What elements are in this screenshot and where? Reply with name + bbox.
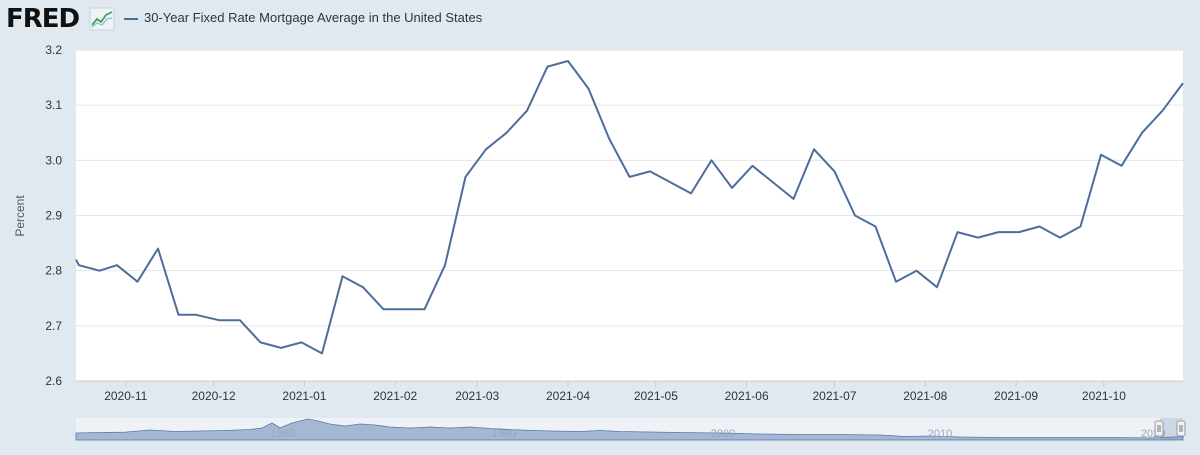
data-point[interactable] [361, 285, 366, 290]
data-point[interactable] [1181, 81, 1186, 86]
data-point[interactable] [894, 279, 899, 284]
data-point[interactable] [1160, 108, 1165, 113]
chart-header: FRED 30-Year Fixed Rate Mortgage Average… [0, 0, 1200, 40]
series-line[interactable] [75, 60, 1184, 355]
data-point[interactable] [914, 268, 919, 273]
data-point[interactable] [176, 312, 181, 317]
data-point[interactable] [689, 191, 694, 196]
data-point[interactable] [586, 86, 591, 91]
fred-logo[interactable]: FRED [6, 4, 80, 34]
data-point[interactable] [1017, 230, 1022, 235]
data-point[interactable] [730, 185, 735, 190]
x-tick-label: 2021-07 [812, 389, 856, 403]
data-point[interactable] [279, 345, 284, 350]
x-tick-label: 2021-09 [994, 389, 1038, 403]
x-tick-label: 2021-08 [903, 389, 947, 403]
y-tick-label: 2.9 [45, 209, 62, 223]
data-point[interactable] [97, 268, 102, 273]
data-point[interactable] [873, 224, 878, 229]
data-point[interactable] [258, 340, 263, 345]
navigator-year-label: 1980 [271, 428, 295, 440]
data-point[interactable] [115, 263, 120, 268]
data-point[interactable] [853, 213, 858, 218]
x-tick-label: 2021-05 [634, 389, 678, 403]
data-point[interactable] [648, 169, 653, 174]
navigator-series-area [75, 418, 1184, 441]
data-point[interactable] [627, 174, 632, 179]
x-tick-label: 2021-04 [546, 389, 590, 403]
data-point[interactable] [976, 235, 981, 240]
series [74, 59, 1186, 356]
y-tick-label: 3.0 [45, 153, 62, 167]
data-point[interactable] [504, 130, 509, 135]
data-point[interactable] [194, 312, 199, 317]
data-point[interactable] [76, 263, 81, 268]
data-point[interactable] [299, 340, 304, 345]
y-tick-label: 3.1 [45, 98, 62, 112]
navigator-year-label: 2010 [928, 428, 952, 440]
data-point[interactable] [812, 147, 817, 152]
data-point[interactable] [935, 285, 940, 290]
legend-label[interactable]: 30-Year Fixed Rate Mortgage Average in t… [144, 10, 483, 25]
y-tick-label: 3.2 [45, 43, 62, 57]
data-point[interactable] [1037, 224, 1042, 229]
legend-swatch [124, 18, 138, 20]
data-point[interactable] [1058, 235, 1063, 240]
data-point[interactable] [402, 307, 407, 312]
x-tick-label: 2021-03 [455, 389, 499, 403]
x-tick-label: 2020-11 [104, 389, 147, 403]
data-point[interactable] [750, 163, 755, 168]
data-point[interactable] [996, 230, 1001, 235]
data-point[interactable] [135, 279, 140, 284]
data-point[interactable] [340, 274, 345, 279]
x-tick-label: 2020-12 [192, 389, 236, 403]
data-point[interactable] [1140, 130, 1145, 135]
navigator-year-label: 2000 [711, 428, 735, 440]
data-point[interactable] [1099, 152, 1104, 157]
data-point[interactable] [320, 351, 325, 356]
data-point[interactable] [217, 318, 222, 323]
y-tick-label: 2.8 [45, 264, 62, 278]
data-point[interactable] [832, 169, 837, 174]
data-point[interactable] [381, 307, 386, 312]
data-point[interactable] [955, 230, 960, 235]
data-point[interactable] [668, 180, 673, 185]
data-point[interactable] [525, 108, 530, 113]
data-point[interactable] [238, 318, 243, 323]
data-point[interactable] [422, 307, 427, 312]
data-point[interactable] [771, 180, 776, 185]
data-point[interactable] [156, 246, 161, 251]
y-tick-label: 2.6 [45, 374, 62, 388]
range-navigator[interactable]: 1980 1990 2000 2010 2020 [75, 418, 1186, 441]
data-point[interactable] [709, 158, 714, 163]
data-point[interactable] [74, 257, 79, 262]
line-graph-icon [89, 7, 115, 31]
navigator-left-handle[interactable] [1154, 420, 1164, 437]
navigator-right-handle[interactable] [1176, 420, 1186, 437]
data-point[interactable] [791, 196, 796, 201]
data-point[interactable] [607, 136, 612, 141]
y-axis-title: Percent [13, 195, 27, 237]
x-tick-label: 2021-01 [282, 389, 326, 403]
data-point[interactable] [484, 147, 489, 152]
data-point[interactable] [463, 174, 468, 179]
y-axis: 2.6 2.7 2.8 2.9 3.0 3.1 3.2 [45, 43, 62, 388]
data-point[interactable] [566, 59, 571, 64]
navigator-year-label: 1990 [492, 428, 516, 440]
data-point[interactable] [443, 263, 448, 268]
y-tick-label: 2.7 [45, 319, 62, 333]
data-point[interactable] [1078, 224, 1083, 229]
data-point[interactable] [1119, 163, 1124, 168]
x-axis: 2020-11 2020-12 2021-01 2021-02 2021-03 2021-… [76, 380, 1183, 403]
data-point[interactable] [545, 64, 550, 69]
x-tick-label: 2021-10 [1082, 389, 1126, 403]
x-tick-label: 2021-06 [725, 389, 769, 403]
x-tick-label: 2021-02 [373, 389, 417, 403]
